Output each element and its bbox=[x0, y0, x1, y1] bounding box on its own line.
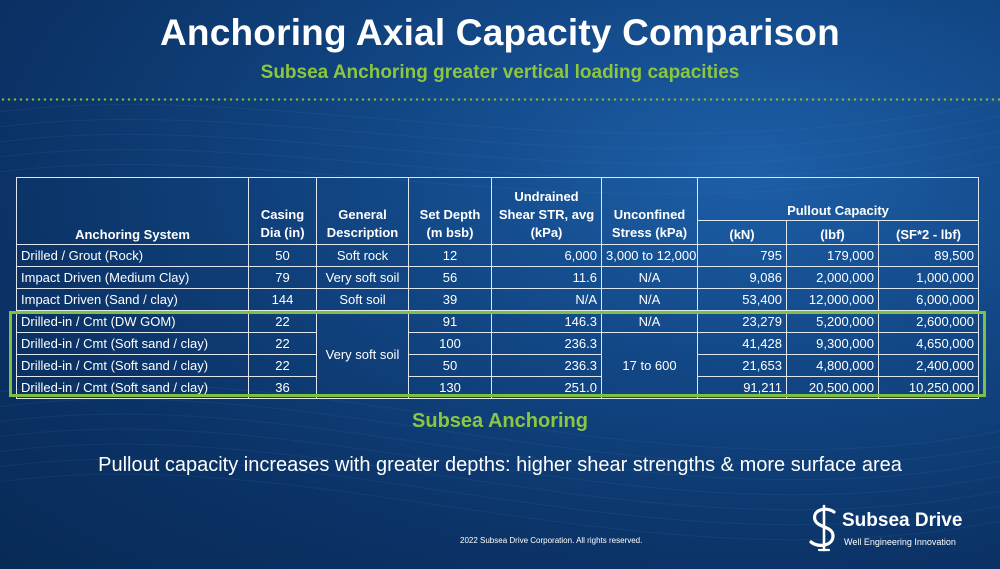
cell-system: Drilled-in / Cmt (Soft sand / clay) bbox=[16, 332, 249, 355]
cell-sf: 6,000,000 bbox=[878, 288, 979, 311]
cell-unconfined: N/A bbox=[601, 288, 698, 311]
header-casing-dia: Casing Dia (in) bbox=[248, 177, 317, 245]
cell-dia: 36 bbox=[248, 376, 317, 399]
cell-lbf: 9,300,000 bbox=[786, 332, 879, 355]
header-general-description: General Description bbox=[316, 177, 409, 245]
cell-kn: 53,400 bbox=[697, 288, 787, 311]
cell-kn: 21,653 bbox=[697, 354, 787, 377]
cell-system: Impact Driven (Medium Clay) bbox=[16, 266, 249, 289]
cell-unconfined: N/A bbox=[601, 266, 698, 289]
cell-kn: 41,428 bbox=[697, 332, 787, 355]
cell-sf: 2,400,000 bbox=[878, 354, 979, 377]
cell-sf: 2,600,000 bbox=[878, 310, 979, 333]
cell-sf: 1,000,000 bbox=[878, 266, 979, 289]
cell-shear: 251.0 bbox=[491, 376, 602, 399]
subsea-drive-s-icon bbox=[809, 504, 836, 552]
cell-system: Drilled-in / Cmt (Soft sand / clay) bbox=[16, 376, 249, 399]
cell-dia: 22 bbox=[248, 310, 317, 333]
logo-tagline: Well Engineering Innovation bbox=[844, 537, 956, 547]
cell-lbf: 20,500,000 bbox=[786, 376, 879, 399]
cell-shear: 6,000 bbox=[491, 244, 602, 267]
cell-dia: 50 bbox=[248, 244, 317, 267]
cell-shear: 236.3 bbox=[491, 332, 602, 355]
cell-dia: 79 bbox=[248, 266, 317, 289]
cell-dia: 22 bbox=[248, 332, 317, 355]
cell-depth: 50 bbox=[408, 354, 492, 377]
table-row: Impact Driven (Medium Clay) 79 Very soft… bbox=[16, 266, 979, 289]
cell-depth: 56 bbox=[408, 266, 492, 289]
cell-depth: 39 bbox=[408, 288, 492, 311]
cell-dia: 22 bbox=[248, 354, 317, 377]
cell-desc: Soft soil bbox=[316, 288, 409, 311]
cell-system: Drilled-in / Cmt (Soft sand / clay) bbox=[16, 354, 249, 377]
cell-sf: 4,650,000 bbox=[878, 332, 979, 355]
cell-shear: 11.6 bbox=[491, 266, 602, 289]
table-row: Impact Driven (Sand / clay) 144 Soft soi… bbox=[16, 288, 979, 311]
cell-shear: 236.3 bbox=[491, 354, 602, 377]
header-kn: (kN) bbox=[697, 220, 787, 245]
cell-unconfined-merged: 17 to 600 bbox=[601, 332, 698, 399]
cell-shear: N/A bbox=[491, 288, 602, 311]
header-sf-lbf: (SF*2 - lbf) bbox=[878, 220, 979, 245]
header-shear-str: Undrained Shear STR, avg (kPa) bbox=[491, 177, 602, 245]
cell-kn: 91,211 bbox=[697, 376, 787, 399]
cell-sf: 89,500 bbox=[878, 244, 979, 267]
cell-sf: 10,250,000 bbox=[878, 376, 979, 399]
header-lbf: (lbf) bbox=[786, 220, 879, 245]
cell-lbf: 2,000,000 bbox=[786, 266, 879, 289]
cell-lbf: 12,000,000 bbox=[786, 288, 879, 311]
table-row: Drilled-in / Cmt (Soft sand / clay) 22 5… bbox=[16, 354, 979, 377]
header-pullout-capacity: Pullout Capacity bbox=[697, 177, 979, 221]
slide-title: Anchoring Axial Capacity Comparison bbox=[160, 12, 840, 53]
header-anchoring-system: Anchoring System bbox=[16, 177, 249, 245]
table-row: Drilled-in / Cmt (Soft sand / clay) 36 1… bbox=[16, 376, 979, 399]
table-row: Drilled-in / Cmt (Soft sand / clay) 22 1… bbox=[16, 332, 979, 399]
cell-lbf: 5,200,000 bbox=[786, 310, 879, 333]
cell-lbf: 4,800,000 bbox=[786, 354, 879, 377]
cell-system: Impact Driven (Sand / clay) bbox=[16, 288, 249, 311]
section-title: Subsea Anchoring bbox=[412, 410, 588, 432]
cell-shear: 146.3 bbox=[491, 310, 602, 333]
cell-depth: 91 bbox=[408, 310, 492, 333]
cell-kn: 23,279 bbox=[697, 310, 787, 333]
copyright-text: 2022 Subsea Drive Corporation. All right… bbox=[460, 536, 643, 545]
cell-depth: 12 bbox=[408, 244, 492, 267]
cell-kn: 795 bbox=[697, 244, 787, 267]
cell-kn: 9,086 bbox=[697, 266, 787, 289]
capacity-table: Anchoring System Casing Dia (in) General… bbox=[16, 177, 979, 399]
header-unconfined-stress: Unconfined Stress (kPa) bbox=[601, 177, 698, 245]
cell-lbf: 179,000 bbox=[786, 244, 879, 267]
cell-dia: 144 bbox=[248, 288, 317, 311]
key-statement: Pullout capacity increases with greater … bbox=[98, 454, 902, 476]
cell-desc: Very soft soil bbox=[316, 266, 409, 289]
cell-system: Drilled-in / Cmt (DW GOM) bbox=[16, 310, 249, 333]
cell-depth: 100 bbox=[408, 332, 492, 355]
table-row: Drilled-in / Cmt (DW GOM) 22 Very soft s… bbox=[16, 310, 979, 399]
cell-depth: 130 bbox=[408, 376, 492, 399]
table-row: Drilled / Grout (Rock) 50 Soft rock 12 6… bbox=[16, 244, 979, 267]
dotted-divider bbox=[0, 98, 1000, 101]
cell-unconfined: 3,000 to 12,000 bbox=[601, 244, 698, 267]
logo-name: Subsea Drive bbox=[842, 510, 963, 531]
cell-desc-merged: Very soft soil bbox=[316, 310, 409, 399]
company-logo: Subsea Drive Well Engineering Innovation bbox=[806, 504, 982, 554]
header-set-depth: Set Depth (m bsb) bbox=[408, 177, 492, 245]
cell-desc: Soft rock bbox=[316, 244, 409, 267]
cell-unconfined: N/A bbox=[601, 310, 698, 333]
slide-subtitle: Subsea Anchoring greater vertical loadin… bbox=[260, 62, 740, 83]
cell-system: Drilled / Grout (Rock) bbox=[16, 244, 249, 267]
